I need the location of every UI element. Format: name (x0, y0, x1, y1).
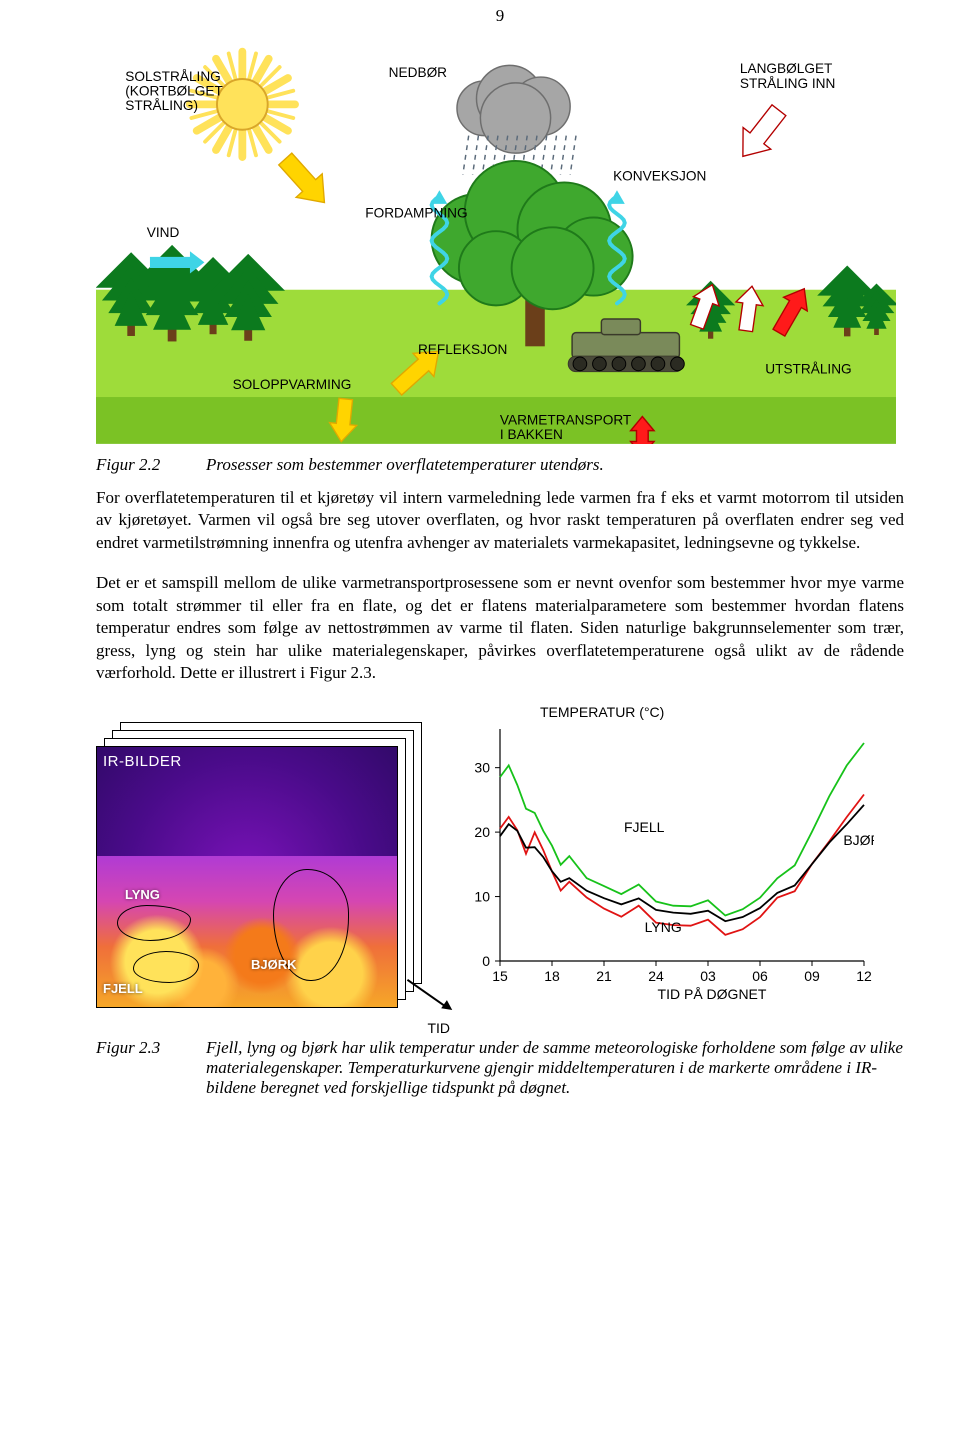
svg-text:10: 10 (474, 888, 490, 904)
svg-text:15: 15 (492, 968, 508, 984)
ir-image-stack: IR-BILDER LYNG BJØRK FJELL TID (96, 746, 436, 1008)
svg-text:06: 06 (752, 968, 768, 984)
ir-time-axis-label: TID (427, 1020, 450, 1036)
ir-label-fjell: FJELL (103, 981, 143, 996)
svg-text:STRÅLING): STRÅLING) (125, 98, 198, 113)
svg-text:LANGBØLGET: LANGBØLGET (740, 61, 833, 76)
temperature-chart-svg: TEMPERATUR (°C) 0 10 20 30 15 18 21 24 03 06 09 12 TI… (454, 703, 874, 1003)
svg-text:03: 03 (700, 968, 716, 984)
caption-label: Figur 2.3 (96, 1038, 206, 1098)
svg-text:VARMETRANSPORT: VARMETRANSPORT (500, 412, 632, 427)
body-paragraph-2: Det er et samspill mellom de ulike varme… (96, 572, 904, 684)
energy-balance-figure: SOLSTRÅLING(KORTBØLGETSTRÅLING) NEDBØR KON… (96, 34, 904, 449)
svg-text:30: 30 (474, 759, 490, 775)
figure-2-3-caption: Figur 2.3 Fjell, lyng og bjørk har ulik … (96, 1038, 904, 1098)
svg-text:LYNG: LYNG (645, 919, 682, 935)
figure-2-3: IR-BILDER LYNG BJØRK FJELL TID TEMPERATU… (96, 703, 904, 1008)
svg-text:VIND: VIND (147, 225, 180, 240)
svg-text:09: 09 (804, 968, 820, 984)
svg-text:REFLEKSJON: REFLEKSJON (418, 342, 507, 357)
body-paragraph-1: For overflatetemperaturen til et kjøretø… (96, 487, 904, 554)
svg-text:18: 18 (544, 968, 560, 984)
svg-text:(KORTBØLGET: (KORTBØLGET (125, 84, 223, 99)
caption-text: Prosesser som bestemmer overflatetempera… (206, 455, 904, 475)
svg-text:12: 12 (856, 968, 872, 984)
svg-text:BJØRK: BJØRK (843, 832, 874, 848)
energy-balance-svg: SOLSTRÅLING(KORTBØLGETSTRÅLING) NEDBØR KON… (96, 34, 896, 444)
svg-text:STRÅLING INN: STRÅLING INN (740, 76, 836, 91)
svg-text:FJELL: FJELL (624, 819, 665, 835)
ir-label-lyng: LYNG (125, 887, 160, 902)
svg-text:I BAKKEN: I BAKKEN (500, 427, 563, 442)
ir-label-bjork: BJØRK (251, 957, 297, 972)
svg-text:0: 0 (482, 953, 490, 969)
svg-text:FORDAMPNING: FORDAMPNING (365, 206, 467, 221)
svg-text:NEDBØR: NEDBØR (389, 65, 448, 80)
svg-text:20: 20 (474, 824, 490, 840)
svg-text:24: 24 (648, 968, 664, 984)
caption-text: Fjell, lyng og bjørk har ulik temperatur… (206, 1038, 904, 1098)
figure-2-2-caption: Figur 2.2 Prosesser som bestemmer overfl… (96, 455, 904, 475)
page-number: 9 (96, 0, 904, 26)
temperature-chart: TEMPERATUR (°C) 0 10 20 30 15 18 21 24 03 06 09 12 TI… (454, 703, 904, 1008)
svg-text:SOLSTRÅLING: SOLSTRÅLING (125, 69, 221, 84)
svg-text:TID PÅ DØGNET: TID PÅ DØGNET (658, 986, 767, 1002)
svg-text:UTSTRÅLING: UTSTRÅLING (765, 362, 851, 377)
ir-title: IR-BILDER (103, 753, 182, 770)
ir-image: IR-BILDER LYNG BJØRK FJELL (96, 746, 398, 1008)
svg-text:KONVEKSJON: KONVEKSJON (613, 168, 706, 183)
svg-text:21: 21 (596, 968, 612, 984)
caption-label: Figur 2.2 (96, 455, 206, 475)
svg-text:TEMPERATUR (°C): TEMPERATUR (°C) (540, 704, 664, 720)
svg-text:SOLOPPVARMING: SOLOPPVARMING (233, 377, 352, 392)
